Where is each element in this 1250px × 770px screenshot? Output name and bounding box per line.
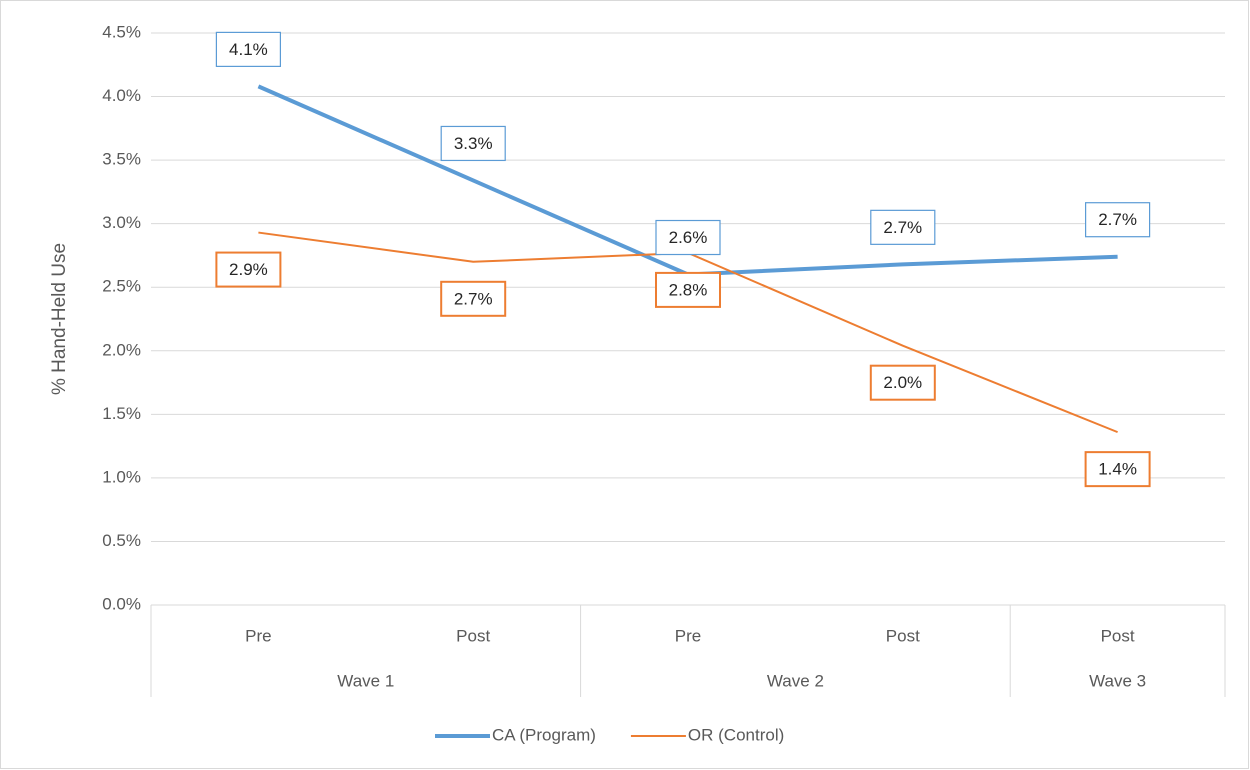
y-tick-label: 3.5% (102, 150, 141, 169)
data-label-box (215, 251, 282, 288)
y-tick-label: 0.5% (102, 531, 141, 550)
legend-label: CA (Program) (492, 725, 596, 744)
data-label-box (870, 209, 936, 245)
legend-label: OR (Control) (688, 725, 784, 744)
data-label-box (440, 125, 506, 162)
x-tick-label: Pre (675, 626, 701, 645)
data-label: 2.7% (454, 289, 493, 308)
data-label: 2.7% (1098, 210, 1137, 229)
y-tick-label: 1.5% (102, 404, 141, 423)
data-label: 4.1% (229, 40, 268, 59)
y-tick-label: 4.5% (102, 22, 141, 41)
group-label: Wave 2 (767, 671, 824, 690)
data-label: 2.9% (229, 260, 268, 279)
y-axis-label: % Hand-Held Use (49, 243, 70, 395)
y-tick-label: 1.0% (102, 467, 141, 486)
y-tick-label: 3.0% (102, 213, 141, 232)
data-label: 2.6% (669, 228, 708, 247)
group-label: Wave 1 (337, 671, 394, 690)
data-label-box (655, 271, 721, 308)
x-tick-label: Post (456, 626, 490, 645)
y-tick-label: 2.5% (102, 277, 141, 296)
data-label: 2.0% (883, 373, 922, 392)
y-tick-label: 2.0% (102, 340, 141, 359)
data-label-box (869, 364, 936, 401)
group-label: Wave 3 (1089, 671, 1146, 690)
data-label-box (440, 280, 507, 317)
x-tick-label: Post (1101, 626, 1135, 645)
x-tick-label: Post (886, 626, 920, 645)
x-tick-label: Pre (245, 626, 271, 645)
data-label-box (215, 31, 281, 67)
y-tick-label: 4.0% (102, 86, 141, 105)
data-label-box (1084, 202, 1151, 238)
data-label-box (655, 219, 721, 256)
data-label: 2.7% (883, 218, 922, 237)
data-label: 1.4% (1098, 460, 1137, 479)
y-tick-label: 0.0% (102, 594, 141, 613)
data-label: 3.3% (454, 134, 493, 153)
data-label: 2.8% (669, 280, 708, 299)
data-label-box (1084, 451, 1151, 488)
